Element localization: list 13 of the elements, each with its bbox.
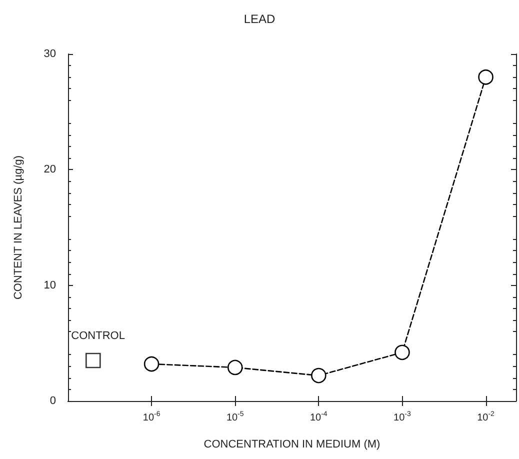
point — [227, 360, 243, 376]
point — [311, 368, 326, 384]
y-axis-title: CONTENT IN LEAVES (µg/g) — [12, 155, 24, 300]
point — [144, 356, 160, 372]
y-tick-label: 20 — [44, 164, 56, 176]
x-axis-title: CONCENTRATION IN MEDIUM (M) — [204, 438, 380, 450]
y-tick-label: 30 — [44, 48, 56, 60]
point — [478, 69, 494, 85]
annotation: CONTROL — [71, 330, 125, 342]
chart-title: LEAD — [244, 12, 276, 26]
y-tick-label: 10 — [44, 279, 56, 292]
y-tick-label: 0 — [50, 395, 56, 407]
point — [394, 344, 410, 360]
